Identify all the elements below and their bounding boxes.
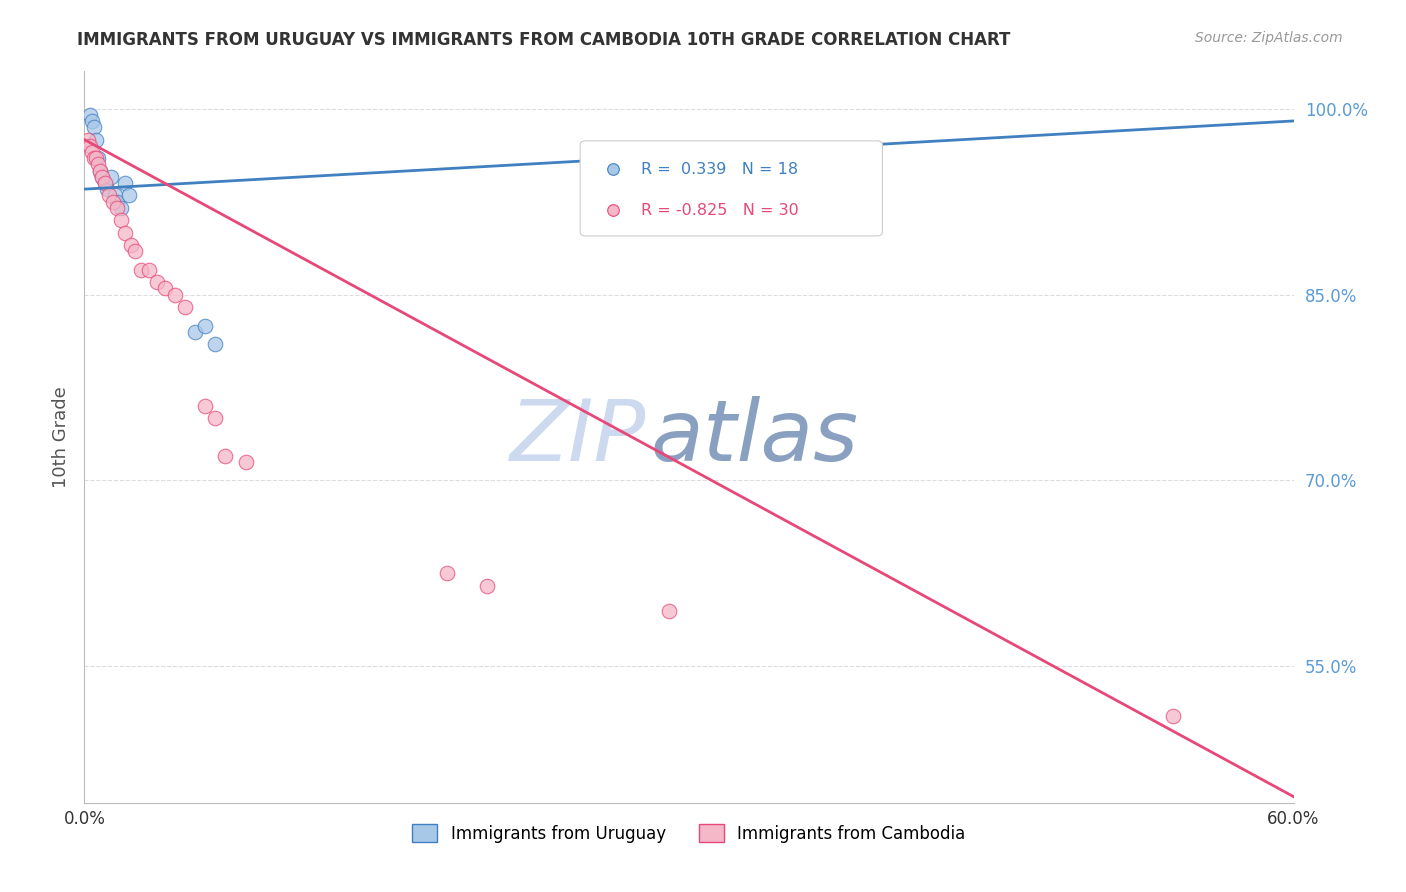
Point (165, 287, 187, 301)
Point (93, 176, 115, 190)
Point (89, 163, 111, 178)
Point (79, 138, 101, 153)
Point (114, 176, 136, 190)
Point (129, 262, 152, 277)
Point (91, 169, 114, 184)
Point (1161, 709, 1184, 723)
Point (953, 267, 976, 281)
Point (86, 151, 108, 165)
Point (101, 194, 124, 209)
Point (658, 604, 681, 618)
Point (91, 169, 114, 184)
Text: R =  0.339   N = 18: R = 0.339 N = 18 (641, 161, 797, 177)
Point (120, 238, 142, 252)
Point (194, 399, 217, 413)
Point (100, 169, 122, 184)
Point (153, 281, 176, 295)
Point (87, 151, 110, 165)
Point (204, 337, 226, 351)
Point (104, 188, 127, 202)
Point (118, 188, 141, 202)
Point (146, 275, 169, 289)
Y-axis label: 10th Grade: 10th Grade (52, 386, 70, 488)
Text: R = -0.825   N = 30: R = -0.825 N = 30 (641, 202, 799, 218)
Point (436, 566, 458, 581)
Point (97, 188, 120, 202)
Point (93, 176, 115, 190)
Point (87, 157, 110, 171)
Point (235, 455, 257, 469)
Text: atlas: atlas (650, 395, 858, 479)
Point (83, 120, 105, 135)
Text: ZIP: ZIP (510, 395, 647, 479)
Point (953, 337, 976, 351)
Point (194, 318, 217, 333)
Point (214, 449, 236, 463)
Point (114, 226, 136, 240)
Point (105, 201, 128, 215)
Point (204, 411, 226, 425)
Point (86, 132, 108, 146)
Point (124, 244, 146, 259)
Point (83, 151, 105, 165)
Legend: Immigrants from Uruguay, Immigrants from Cambodia: Immigrants from Uruguay, Immigrants from… (405, 818, 973, 849)
Point (79, 108, 101, 122)
Point (105, 194, 128, 209)
Point (110, 201, 132, 215)
Point (174, 300, 197, 314)
Point (77, 132, 100, 146)
FancyBboxPatch shape (581, 141, 883, 235)
Point (89, 163, 111, 178)
Point (138, 262, 160, 277)
Point (184, 325, 207, 339)
Point (96, 182, 118, 196)
Text: Source: ZipAtlas.com: Source: ZipAtlas.com (1195, 31, 1343, 45)
Point (82, 145, 104, 159)
Text: IMMIGRANTS FROM URUGUAY VS IMMIGRANTS FROM CAMBODIA 10TH GRADE CORRELATION CHART: IMMIGRANTS FROM URUGUAY VS IMMIGRANTS FR… (77, 31, 1011, 49)
Point (477, 579, 499, 593)
Point (82, 114, 104, 128)
Point (110, 213, 132, 227)
